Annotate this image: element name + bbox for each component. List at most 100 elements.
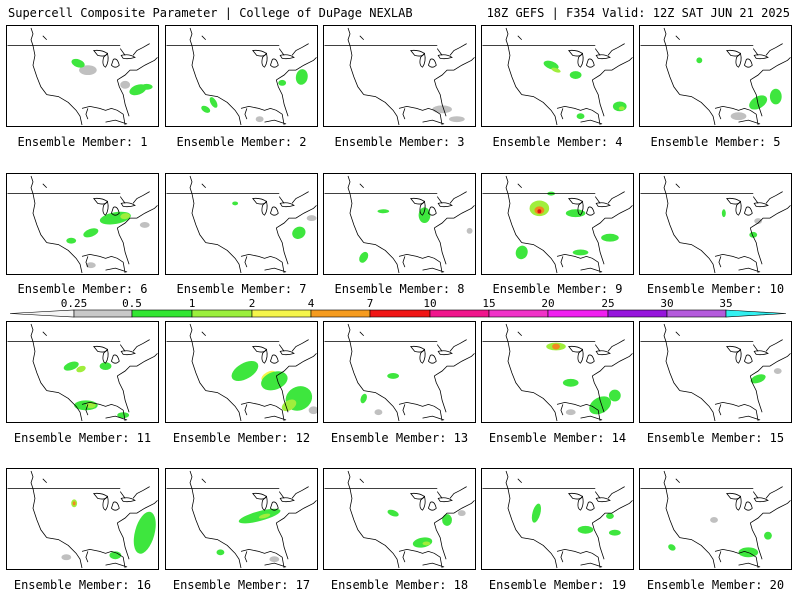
member-label: Ensemble Member: 2 — [176, 135, 307, 149]
scp-contour-area — [63, 361, 79, 371]
scp-contour-area — [576, 113, 585, 120]
colorbar-swatch — [191, 309, 253, 318]
member-label: Ensemble Member: 5 — [650, 135, 781, 149]
scp-contour-area — [618, 106, 625, 111]
scp-contour-area — [99, 362, 112, 371]
colorbar-swatch — [547, 309, 609, 318]
scp-contour-area — [543, 60, 559, 70]
map-canvas — [324, 470, 475, 569]
scp-contour-area — [109, 551, 122, 560]
product-title: Supercell Composite Parameter | College … — [8, 6, 413, 20]
scp-contour-area — [120, 80, 131, 89]
colorbar-left-arrow — [9, 309, 75, 318]
map-canvas — [7, 323, 158, 422]
scp-contour-area — [710, 517, 718, 523]
member-label: Ensemble Member: 17 — [172, 578, 311, 592]
scp-contour-area — [66, 237, 77, 244]
member-label: Ensemble Member: 8 — [334, 282, 465, 296]
member-label: Ensemble Member: 4 — [492, 135, 623, 149]
map-panel-member-8 — [323, 173, 476, 275]
scp-contour-area — [606, 513, 614, 519]
colorbar-swatch — [725, 309, 787, 318]
scp-contour-area — [565, 409, 576, 416]
base-map-outline — [166, 27, 317, 126]
colorbar-tick-label: 2 — [248, 297, 256, 310]
map-canvas — [7, 27, 158, 126]
member-label: Ensemble Member: 13 — [330, 431, 469, 445]
map-panel-member-20 — [639, 468, 792, 570]
scp-contour-area — [589, 396, 612, 415]
scp-contour-area — [432, 105, 452, 114]
member-label: Ensemble Member: 6 — [17, 282, 148, 296]
map-panel-member-10 — [639, 173, 792, 275]
member-label: Ensemble Member: 7 — [176, 282, 307, 296]
map-panel-member-15 — [639, 321, 792, 423]
scp-contour-area — [721, 209, 726, 218]
colorbar-swatch — [251, 309, 312, 318]
map-canvas — [482, 470, 633, 569]
base-map-outline — [7, 323, 158, 422]
map-panel-member-3 — [323, 25, 476, 127]
scp-contour-area — [269, 556, 280, 563]
scp-contour-area — [231, 361, 259, 382]
colorbar-swatch — [488, 309, 549, 318]
base-map-outline — [7, 470, 158, 569]
map-canvas — [324, 175, 475, 274]
scp-contour-area — [71, 58, 85, 68]
scp-contour-area — [238, 508, 281, 524]
scp-contour-area — [261, 371, 288, 391]
scp-contour-area — [387, 509, 399, 517]
scp-contour-area — [457, 510, 466, 517]
map-panel-member-9 — [481, 173, 634, 275]
base-map-outline — [7, 27, 158, 126]
scp-contour-area — [537, 209, 542, 214]
scp-contour-area — [374, 409, 383, 416]
scp-contour-area — [531, 503, 541, 523]
scp-contour-area — [412, 537, 433, 548]
map-panel-member-19 — [481, 468, 634, 570]
scp-contour-area — [562, 378, 579, 387]
member-label: Ensemble Member: 1 — [17, 135, 148, 149]
scp-contour-area — [442, 514, 452, 526]
scp-contour-area — [79, 65, 97, 76]
colorbar-tick-label: 0.25 — [60, 297, 88, 310]
member-label: Ensemble Member: 10 — [646, 282, 785, 296]
map-panel-member-18 — [323, 468, 476, 570]
member-label: Ensemble Member: 11 — [13, 431, 152, 445]
base-map-outline — [166, 175, 317, 274]
base-map-outline — [640, 323, 791, 422]
colorbar-swatch — [429, 309, 490, 318]
scp-contour-area — [360, 393, 367, 404]
base-map-outline — [166, 323, 317, 422]
scp-contour-area — [281, 399, 297, 412]
member-label: Ensemble Member: 3 — [334, 135, 465, 149]
map-canvas — [7, 470, 158, 569]
map-canvas — [166, 470, 317, 569]
scp-contour-area — [72, 501, 76, 506]
scp-contour-area — [601, 233, 619, 242]
base-map-outline — [324, 323, 475, 422]
scp-contour-area — [418, 207, 431, 224]
base-map-outline — [482, 470, 633, 569]
map-canvas — [640, 470, 791, 569]
scp-contour-area — [232, 201, 239, 206]
scp-contour-area — [295, 69, 308, 85]
scp-contour-area — [387, 372, 400, 379]
scp-contour-area — [572, 249, 589, 256]
map-panel-member-6 — [6, 173, 159, 275]
scp-contour-area — [359, 251, 369, 263]
map-panel-member-17 — [165, 468, 318, 570]
scp-contour-area — [764, 531, 772, 540]
scp-contour-area — [422, 541, 431, 546]
base-map-outline — [482, 175, 633, 274]
member-label: Ensemble Member: 14 — [488, 431, 627, 445]
map-panel-member-7 — [165, 173, 318, 275]
scp-contour-area — [577, 525, 594, 534]
colorbar-tick-label: 25 — [601, 297, 615, 310]
base-map-outline — [482, 323, 633, 422]
scp-contour-area — [258, 513, 271, 519]
colorbar-swatch — [131, 309, 193, 318]
scp-contour-area — [754, 218, 763, 224]
colorbar-swatch — [369, 309, 431, 318]
scp-contour-area — [120, 213, 131, 220]
